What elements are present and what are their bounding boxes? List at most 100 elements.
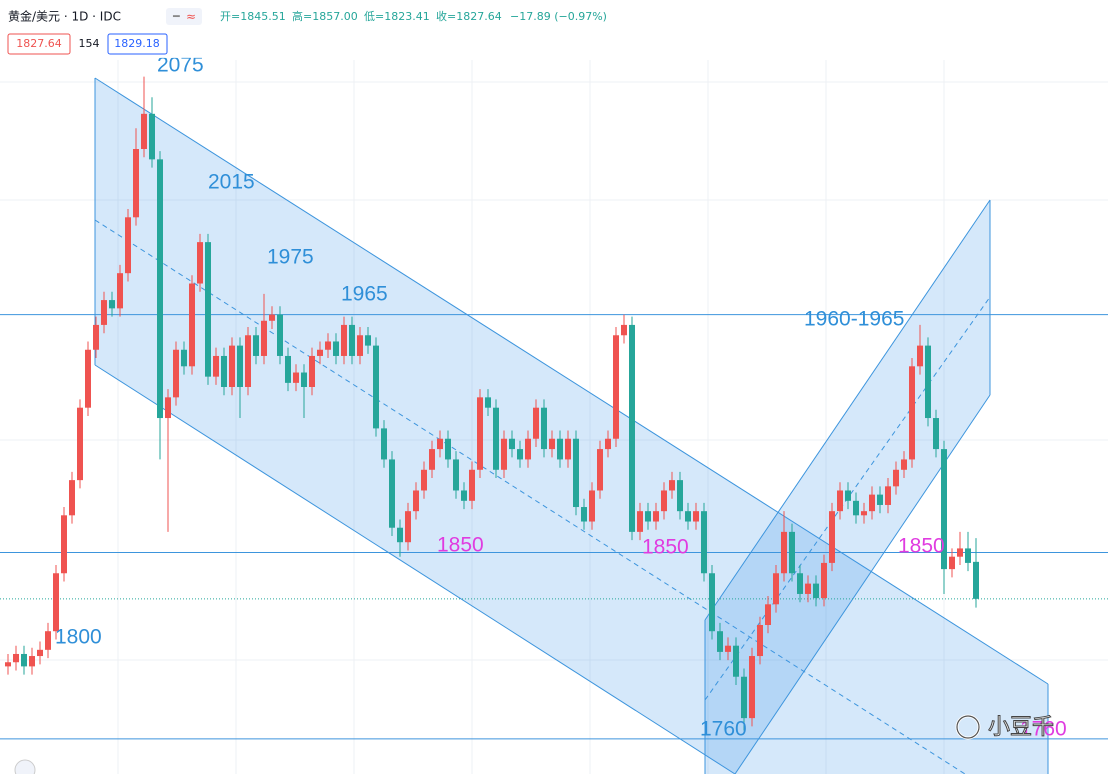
candle-body [253, 335, 259, 356]
candle-body [733, 645, 739, 677]
annotation: 1975 [267, 246, 314, 269]
candle-body [101, 300, 107, 325]
candle-body [597, 449, 603, 491]
candle-body [797, 573, 803, 594]
candle-body [421, 469, 427, 491]
candle-body [645, 511, 651, 522]
candle-body [13, 653, 19, 663]
candle-body [741, 676, 747, 719]
channel-lower [94, 364, 736, 774]
candle-body [93, 324, 99, 350]
candle-body [469, 469, 475, 501]
candle-body [813, 583, 819, 599]
candle-body [581, 507, 587, 522]
candle-body [869, 494, 875, 512]
candle-body [61, 515, 67, 574]
candle-body [349, 324, 355, 356]
candle-body [261, 320, 267, 356]
buy-box[interactable] [107, 33, 168, 55]
candle-body [221, 355, 227, 387]
candle-body [749, 656, 755, 719]
candle-body [5, 662, 11, 667]
candle-body [485, 397, 491, 408]
candle-body [549, 438, 555, 450]
channel-upper [94, 77, 1049, 685]
candle-body [501, 438, 507, 470]
candle-body [829, 511, 835, 563]
candle-body [861, 511, 867, 516]
candle-body [149, 113, 155, 160]
spread: 154 [79, 37, 100, 50]
candle-body [125, 217, 131, 274]
annotation: 1760 [700, 718, 747, 741]
candle-body [965, 548, 971, 563]
candle-body [413, 490, 419, 512]
candle-body [317, 349, 323, 356]
candle-body [781, 531, 787, 574]
candle-body [381, 428, 387, 460]
candle-body [525, 438, 531, 460]
candle-body [941, 449, 947, 570]
sell-box[interactable] [7, 33, 71, 55]
candle-body [773, 573, 779, 605]
candle-body [573, 438, 579, 508]
candle-body [677, 480, 683, 512]
candle-body [533, 407, 539, 439]
candle-body [461, 490, 467, 501]
candle-body [629, 324, 635, 532]
sell-price: 1827.64 [16, 37, 62, 50]
candle-body [173, 349, 179, 398]
candle-body [157, 159, 163, 419]
candle-body [285, 355, 291, 383]
candle-body [69, 480, 75, 516]
candle-body [165, 397, 171, 419]
candle-body [893, 469, 899, 487]
annotation: 2075 [157, 54, 204, 77]
candle-body [949, 556, 955, 570]
ohlc-change: −17.89 (−0.97%) [510, 10, 607, 23]
candle-body [397, 527, 403, 543]
candle-body [333, 341, 339, 356]
candle-body [517, 449, 523, 460]
ohlc-high: 高=1857.00 [292, 9, 358, 23]
candle-body [837, 490, 843, 512]
candle-body [237, 345, 243, 387]
candle-body [301, 372, 307, 387]
annotation: 1850 [642, 536, 689, 559]
candle-body [637, 511, 643, 532]
candle-body [805, 583, 811, 594]
candle-body [957, 548, 963, 557]
candle-body [197, 242, 203, 284]
candle-body [725, 645, 731, 652]
candle-body [117, 273, 123, 309]
candle-body [213, 355, 219, 377]
candle-body [709, 573, 715, 632]
candle-body [765, 604, 771, 625]
corner-button[interactable] [14, 759, 36, 774]
annotation: 1960-1965 [804, 308, 904, 331]
channel-lower [734, 394, 991, 774]
channel-upper [704, 199, 991, 621]
candle-body [85, 349, 91, 408]
candle-body [357, 335, 363, 356]
candle-body [77, 407, 83, 481]
candle-body [669, 480, 675, 491]
candle-body [693, 511, 699, 522]
candle-body [53, 573, 59, 632]
candle-body [141, 113, 147, 150]
candle-body [917, 345, 923, 367]
candle-body [29, 656, 35, 667]
toggle[interactable] [166, 8, 202, 25]
candle-body [205, 242, 211, 377]
candle-body [877, 494, 883, 505]
candle-body [445, 438, 451, 460]
candle-body [45, 631, 51, 650]
candle-body [245, 335, 251, 387]
candle-body [509, 438, 515, 450]
candle-body [493, 407, 499, 470]
candle-body [37, 649, 43, 657]
watermark: 小豆千 [955, 714, 1055, 741]
candle-body [661, 490, 667, 512]
candle-body [453, 459, 459, 491]
